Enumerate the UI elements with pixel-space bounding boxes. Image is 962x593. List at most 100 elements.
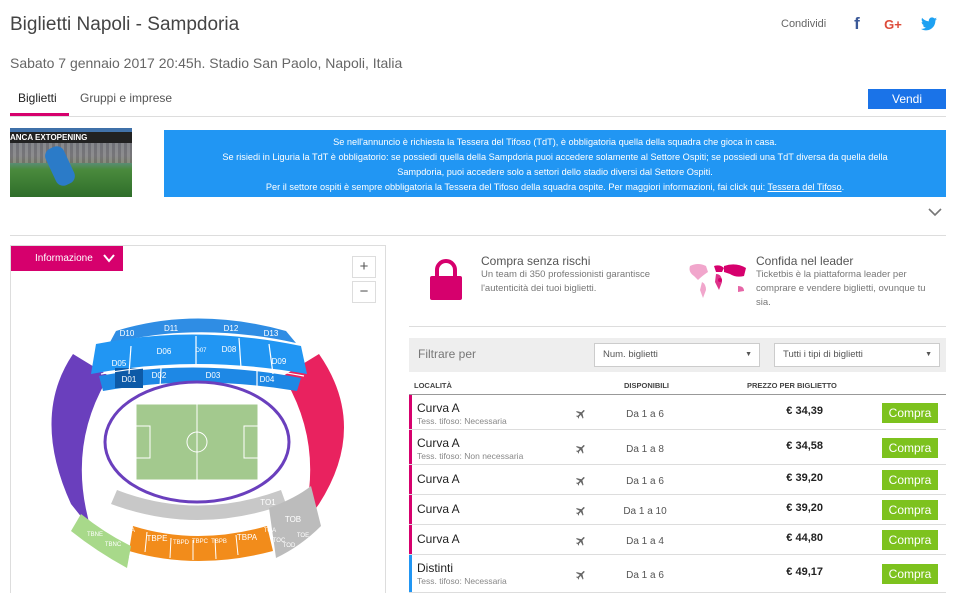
- row-availability: Da 1 a 4: [626, 536, 664, 547]
- section-tbpd-label: TBPD: [173, 540, 190, 546]
- notice-line-3: Sampdoria, puoi accedere solo a settori …: [397, 167, 713, 177]
- num-tickets-select[interactable]: Num. biglietti ▼: [594, 343, 760, 367]
- column-header-price[interactable]: PREZZO PER BIGLIETTO: [747, 381, 837, 390]
- section-d11-label: D11: [164, 324, 179, 333]
- twitter-icon[interactable]: [914, 9, 944, 39]
- feature-title-leader: Confida nel leader: [756, 254, 854, 268]
- world-map-icon: [684, 260, 750, 305]
- section-tbna-label: TBNA: [119, 528, 135, 534]
- section-d02-label: D02: [152, 371, 167, 380]
- section-toc-label: TOC: [273, 538, 286, 544]
- table-row[interactable]: Curva A Da 1 a 4 € 44,80 Compra: [409, 525, 946, 555]
- section-d13-label: D13: [264, 329, 279, 338]
- table-row[interactable]: Curva A Da 1 a 6 € 39,20 Compra: [409, 465, 946, 495]
- row-location: Distinti: [417, 561, 454, 575]
- active-tab-indicator: [10, 113, 69, 116]
- row-location: Curva A: [417, 436, 460, 450]
- notice-line-1: Se nell'annuncio è richiesta la Tessera …: [333, 137, 777, 147]
- buy-button[interactable]: Compra: [882, 564, 938, 584]
- row-location: Curva A: [417, 401, 460, 415]
- ticket-type-select[interactable]: Tutti i tipi di biglietti ▼: [774, 343, 940, 367]
- tab-biglietti[interactable]: Biglietti: [18, 91, 57, 105]
- feature-title-secure: Compra senza rischi: [481, 254, 591, 268]
- section-color-bar: [409, 395, 412, 429]
- section-tob-label: TOB: [285, 515, 301, 524]
- row-availability: Da 1 a 10: [623, 506, 667, 517]
- row-tessera: Tess. tifoso: Necessaria: [417, 576, 507, 586]
- table-row[interactable]: Distinti Tess. tifoso: Necessaria Da 1 a 6…: [409, 555, 946, 593]
- section-d04-label: D04: [260, 375, 275, 384]
- section-tbpb-label: TBPB: [211, 539, 227, 545]
- section-d06-label: D06: [157, 347, 172, 356]
- zoom-in-button[interactable]: +: [352, 256, 376, 278]
- filter-label: Filtrare per: [418, 347, 477, 361]
- sell-button[interactable]: Vendi: [868, 89, 946, 109]
- row-availability: Da 1 a 6: [626, 570, 664, 581]
- row-price: € 34,58: [786, 440, 823, 452]
- table-row[interactable]: Curva A Tess. tifoso: Necessaria Da 1 a 6 €…: [409, 395, 946, 430]
- row-location: Curva A: [417, 502, 460, 516]
- section-color-bar: [409, 430, 412, 464]
- top-outer-ring: [109, 318, 296, 344]
- section-d07-label: D07: [195, 348, 207, 354]
- tab-gruppi-imprese[interactable]: Gruppi e imprese: [80, 91, 173, 105]
- section-d03-label: D03: [206, 371, 221, 380]
- airplane-icon: [575, 568, 587, 580]
- buy-button[interactable]: Compra: [882, 438, 938, 458]
- zoom-out-button[interactable]: −: [352, 281, 376, 303]
- page-title: Biglietti Napoli - Sampdoria: [10, 14, 240, 35]
- google-plus-icon[interactable]: G+: [884, 16, 902, 32]
- stadium-map-panel: D10 D11 D12 D13 D05 D06 D07 D08 D09 D01 …: [10, 245, 386, 593]
- curva-a-section: [283, 354, 344, 529]
- row-availability: Da 1 a 6: [626, 476, 664, 487]
- section-tod-label: TOD: [283, 543, 296, 549]
- information-label: Informazione: [35, 253, 93, 264]
- buy-button[interactable]: Compra: [882, 500, 938, 520]
- buy-button[interactable]: Compra: [882, 403, 938, 423]
- table-header-line: [409, 394, 946, 395]
- tabs-divider: [10, 116, 946, 117]
- information-button[interactable]: Informazione: [11, 246, 123, 271]
- section-to1-label: TO1: [260, 498, 276, 507]
- feature-desc-leader: Ticketbis è la piattaforma leader per co…: [756, 269, 926, 308]
- row-price: € 49,17: [786, 566, 823, 578]
- section-d10-label: D10: [120, 329, 135, 338]
- notice-line-4-end: .: [841, 182, 845, 192]
- curva-b-section: [51, 354, 109, 529]
- section-color-bar: [409, 525, 412, 554]
- section-tbpc-label: TBPC: [192, 539, 209, 545]
- chevron-down-icon[interactable]: [928, 205, 942, 219]
- airplane-icon: [575, 474, 587, 486]
- section-tbpe-label: TBPE: [147, 534, 168, 543]
- section-d01-label: D01: [122, 375, 137, 384]
- distinti-lower: [99, 367, 301, 391]
- column-header-available[interactable]: DISPONIBILI: [624, 381, 670, 390]
- section-toe-label: TOE: [297, 533, 309, 539]
- tessera-link[interactable]: Tessera del Tifoso: [767, 182, 842, 192]
- column-header-location[interactable]: LOCALITÀ: [414, 381, 452, 390]
- airplane-icon: [575, 534, 587, 546]
- feature-desc-secure: Un team di 350 professionisti garantisce…: [481, 269, 650, 294]
- buy-button[interactable]: Compra: [882, 470, 938, 490]
- section-d08-label: D08: [222, 345, 237, 354]
- banner-image-text: ANCA EXTOPENING: [10, 132, 132, 143]
- row-price: € 44,80: [786, 532, 823, 544]
- bottom-grey-ring: [111, 490, 286, 520]
- table-row[interactable]: Curva A Tess. tifoso: Non necessaria Da 1 …: [409, 430, 946, 465]
- notice-line-4-text: Per il settore ospiti è sempre obbligato…: [265, 182, 766, 192]
- event-subtitle: Sabato 7 gennaio 2017 20:45h. Stadio San…: [10, 55, 403, 71]
- row-tessera: Tess. tifoso: Necessaria: [417, 416, 507, 426]
- section-tbpa-label: TBPA: [237, 533, 258, 542]
- section-color-bar: [409, 555, 412, 592]
- airplane-icon: [575, 442, 587, 454]
- airplane-icon: [575, 504, 587, 516]
- row-location: Curva A: [417, 472, 460, 486]
- section-tbnc-label: TBNC: [105, 542, 122, 548]
- table-row[interactable]: Curva A Da 1 a 10 € 39,20 Compra: [409, 495, 946, 525]
- facebook-icon[interactable]: f: [854, 14, 860, 33]
- stadium-map[interactable]: D10 D11 D12 D13 D05 D06 D07 D08 D09 D01 …: [11, 246, 386, 593]
- tifoso-notice: Se nell'annuncio è richiesta la Tessera …: [164, 130, 946, 197]
- filter-divider: [409, 326, 946, 327]
- buy-button[interactable]: Compra: [882, 530, 938, 550]
- row-price: € 34,39: [786, 405, 823, 417]
